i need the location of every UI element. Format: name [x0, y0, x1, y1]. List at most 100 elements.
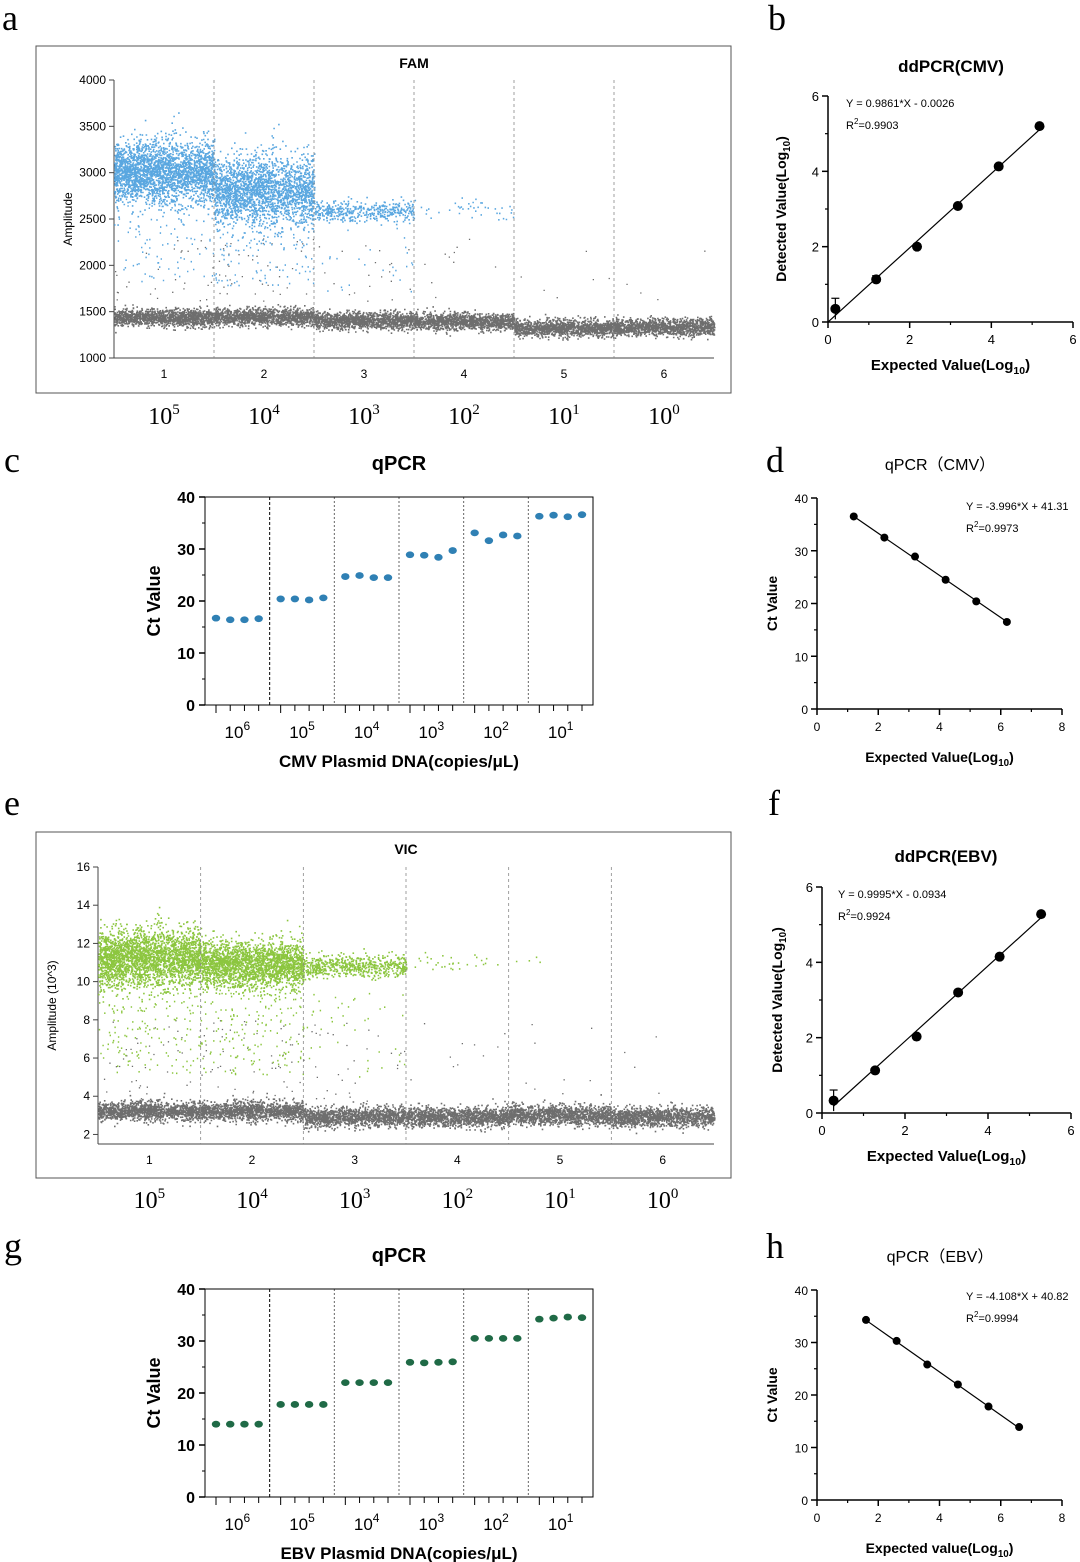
fit-equation-h: Y = -4.108*X + 40.82 [966, 1291, 1069, 1303]
panel-label-e: e [4, 783, 20, 823]
y-tick-label-b: 4 [812, 164, 819, 179]
y-tick-label-a: 4000 [79, 73, 106, 87]
well-label-a: 4 [461, 367, 468, 381]
concentration-label-e: 105 [134, 1186, 166, 1214]
negative-droplets-well-3 [314, 308, 416, 334]
y-tick-label-g: 0 [186, 1490, 195, 1507]
positive-droplets-well-3 [303, 948, 408, 1078]
x-axis-label-h: Expected value(Log10) [866, 1540, 1014, 1560]
y-tick-label-c: 40 [177, 490, 195, 507]
outer-frame-a [35, 45, 732, 394]
y-tick-label-b: 0 [812, 315, 819, 330]
data-point-d [1002, 617, 1011, 626]
well-label-a: 5 [561, 367, 568, 381]
ct-point-g [319, 1401, 328, 1408]
data-point-f [994, 951, 1005, 962]
data-point-f [911, 1031, 922, 1042]
data-point-f [953, 987, 964, 998]
outer-frame-e [35, 831, 732, 1179]
concentration-label-e: 102 [442, 1186, 474, 1214]
x-axis-label-b: Expected Value(Log10) [871, 357, 1030, 377]
y-tick-label-e: 14 [77, 898, 91, 912]
negative-droplets-well-2 [214, 304, 316, 331]
panel-label-b: b [768, 0, 786, 38]
x-tick-label-f: 0 [818, 1123, 825, 1138]
well-label-e: 6 [659, 1153, 666, 1167]
x-tick-label-b: 0 [824, 332, 831, 347]
negative-droplets-well-6 [611, 1101, 716, 1135]
well-label-e: 1 [146, 1153, 153, 1167]
y-tick-label-h: 30 [795, 1337, 809, 1351]
y-tick-label-g: 10 [177, 1438, 195, 1455]
y-tick-label-e: 6 [83, 1051, 90, 1065]
group-label-c: 106 [225, 719, 251, 742]
y-tick-label-e: 16 [77, 860, 91, 874]
ct-point-g [254, 1420, 263, 1428]
data-point-h [862, 1315, 870, 1324]
x-tick-label-f: 6 [1067, 1123, 1074, 1138]
concentration-label-a: 103 [348, 402, 380, 430]
x-tick-label-b: 4 [988, 332, 995, 347]
group-label-g: 101 [548, 1511, 574, 1534]
outlier-droplets-well-5 [520, 250, 610, 299]
panel-label-a: a [2, 0, 18, 38]
r-squared-b: R2=0.9903 [846, 117, 898, 132]
well-label-e: 3 [351, 1153, 358, 1167]
group-label-c: 102 [483, 719, 509, 742]
x-tick-label-h: 8 [1059, 1511, 1066, 1525]
panel-label-d: d [766, 440, 784, 480]
ct-point-g [549, 1314, 558, 1322]
ct-point-c [448, 547, 457, 554]
positive-droplets-well-2 [214, 123, 316, 287]
chart-title-h: qPCR（EBV） [887, 1248, 994, 1266]
ct-point-c [434, 553, 443, 561]
y-tick-label-d: 0 [801, 703, 808, 717]
data-point-h [923, 1360, 932, 1369]
x-tick-label-h: 0 [814, 1511, 821, 1525]
group-label-c: 104 [354, 719, 380, 742]
y-tick-label-h: 40 [795, 1284, 809, 1298]
data-point-b [830, 303, 841, 314]
outlier-droplets-well-6 [624, 1036, 660, 1094]
ct-point-c [355, 572, 364, 579]
group-label-c: 101 [548, 719, 574, 742]
negative-droplets-well-5 [508, 1094, 613, 1131]
ct-point-g [563, 1313, 572, 1321]
ct-point-g [226, 1420, 235, 1428]
ct-point-g [420, 1359, 429, 1367]
chart-c-qpcr-cmv-ct: qPCR 0 10 20 30 40 106 105 104 103 102 101 Ct Value C… [144, 453, 594, 771]
data-point-f [870, 1065, 881, 1076]
group-label-g: 102 [483, 1511, 509, 1534]
negative-droplets-well-6 [614, 314, 716, 341]
fit-line-f [833, 917, 1042, 1107]
ct-point-c [383, 574, 393, 581]
x-tick-label-b: 2 [906, 332, 913, 347]
y-tick-label-a: 3500 [79, 119, 106, 133]
x-axis-label-c: CMV Plasmid DNA(copies/μL) [279, 752, 519, 771]
chart-title-b: ddPCR(CMV) [898, 57, 1004, 76]
chart-title-c: qPCR [372, 453, 427, 475]
outlier-droplets-well-1 [115, 240, 215, 302]
x-tick-label-d: 0 [814, 720, 821, 734]
panel-label-f: f [768, 783, 780, 823]
y-tick-label-b: 6 [812, 89, 819, 104]
ct-point-c [535, 512, 544, 520]
chart-f-ddpcr-ebv: ddPCR(EBV) 0 2 4 6 0 2 4 6 Y = 0.9995*X - 0.0934 R… [769, 847, 1075, 1168]
ct-point-c [240, 616, 249, 624]
data-point-d [941, 575, 950, 584]
negative-droplets-well-4 [406, 1098, 511, 1133]
data-point-d [911, 552, 919, 561]
y-tick-label-g: 30 [177, 1334, 195, 1351]
y-tick-label-a: 2000 [79, 258, 106, 272]
x-tick-label-d: 2 [875, 720, 882, 734]
y-tick-label-e: 4 [83, 1089, 90, 1103]
well-label-e: 2 [249, 1153, 256, 1167]
data-point-h [984, 1402, 993, 1411]
ct-point-c [319, 594, 328, 602]
ct-point-g [484, 1335, 494, 1342]
x-tick-label-b: 6 [1069, 332, 1076, 347]
well-label-a: 6 [661, 367, 668, 381]
x-tick-label-h: 6 [997, 1511, 1004, 1525]
droplet-cloud-a [114, 112, 716, 341]
x-tick-label-f: 4 [984, 1123, 991, 1138]
